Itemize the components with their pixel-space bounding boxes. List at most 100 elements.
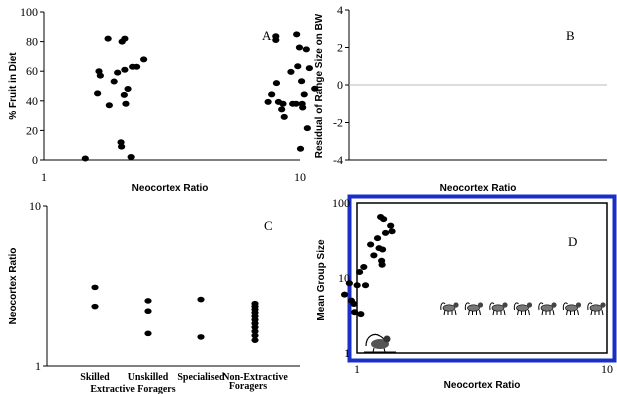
panel-b-y-label: Residual of Range Size on BW	[314, 13, 325, 158]
panel-b-data-point	[264, 98, 272, 105]
panel-b-data-point	[311, 85, 319, 92]
monkey-icon	[489, 302, 508, 316]
panel-d-data-point	[351, 309, 359, 316]
panel-d-x-label: Neocortex Ratio	[444, 380, 521, 391]
panel-b-data-point	[300, 91, 308, 98]
panel-d-data-point	[340, 291, 349, 298]
panel-d-y-tick-label: 1	[344, 346, 350, 360]
panel-a-y-tick-label: 60	[26, 64, 38, 78]
panel-a-data-point	[96, 72, 104, 79]
panel-a-data-point	[133, 63, 141, 70]
panel-d-data-point	[379, 216, 388, 223]
panel-d-data-point	[387, 222, 395, 229]
panel-a-data-point	[104, 35, 112, 42]
panel-d-y-label: Mean Group Size	[316, 239, 327, 321]
panel-d-y-tick-label: 100	[332, 196, 350, 210]
panel-d-data-point	[370, 252, 378, 259]
panel-b: -4 -2 0 2 4 B Neocortex Ratio Residual of Ra…	[264, 3, 607, 194]
panel-c-data-point	[251, 328, 259, 335]
panel-a-data-point	[81, 155, 89, 162]
panel-c-data-point	[251, 337, 259, 343]
panel-a-x-tick-label: 10	[294, 170, 306, 184]
panel-b-label: B	[566, 28, 575, 43]
panel-c-y-tick-label: 10	[29, 199, 41, 213]
panel-a-data-point	[120, 91, 128, 98]
panel-b-data-point	[295, 44, 304, 51]
panel-c-x-label: Extractive Foragers	[90, 384, 175, 394]
panel-c-data-point	[197, 334, 205, 340]
panel-a-y-tick-label: 100	[20, 5, 38, 19]
panel-a-data-point	[122, 100, 130, 107]
panel-c-category-label: Specialised	[177, 372, 225, 383]
panel-b-data-point	[293, 31, 301, 38]
panel-b-y-tick-label: -4	[333, 153, 343, 167]
panel-d-data-point	[379, 246, 387, 253]
panel-b-y-tick-label: 2	[337, 41, 343, 55]
panel-c: 1 10 Skilled Unskilled SpecialisedNon-Extra…	[8, 199, 300, 394]
panel-b-points	[264, 31, 319, 152]
panel-a-y-ticks: 0 20 40 60 80 100	[20, 5, 44, 167]
panel-a-data-point	[124, 85, 132, 92]
panel-b-data-point	[294, 63, 302, 70]
panel-b-data-point	[272, 33, 280, 40]
panel-a-points	[81, 35, 148, 162]
panel-c-data-point	[144, 308, 152, 315]
panel-c-label: C	[264, 218, 273, 233]
panel-a-data-point	[121, 66, 129, 73]
panel-a: 0 20 40 60 80 100 1 10 A Neocortex Ratio % Fru…	[8, 5, 306, 194]
panel-d-data-point	[357, 311, 365, 318]
panel-c-category-label: Skilled	[80, 372, 110, 383]
panel-a-data-point	[94, 90, 102, 97]
panel-a-x-label: Neocortex Ratio	[132, 183, 209, 194]
panel-d-data-point	[361, 282, 370, 289]
panel-d-data-point	[360, 264, 368, 271]
panel-b-y-tick-label: 0	[337, 78, 343, 92]
panel-d-data-point	[373, 235, 382, 242]
panel-d-data-point	[381, 229, 390, 236]
panel-b-data-point	[297, 78, 306, 85]
panel-a-y-tick-label: 20	[26, 123, 38, 137]
panel-a-data-point	[117, 139, 125, 146]
panel-d-label: D	[568, 234, 577, 249]
panel-b-y-tick-label: 4	[337, 3, 343, 17]
panel-a-y-tick-label: 80	[26, 35, 38, 49]
panel-a-x-tick-label: 1	[41, 170, 47, 184]
monkey-icon	[587, 302, 606, 316]
panel-b-x-label: Neocortex Ratio	[440, 183, 517, 194]
panel-b-data-point	[305, 65, 313, 72]
panel-d-data-point	[356, 269, 364, 276]
panel-d-x-tick-label: 10	[601, 362, 613, 376]
panel-b-data-point	[296, 145, 305, 152]
panel-d-blue-frame	[347, 194, 617, 363]
panel-a-y-label: % Fruit in Diet	[8, 52, 19, 120]
panel-a-data-point	[114, 69, 122, 76]
panel-d-data-point	[353, 282, 361, 289]
panel-c-data-point	[91, 284, 99, 291]
panel-b-data-point	[280, 113, 288, 120]
panel-d-plot-frame	[356, 202, 608, 354]
panel-b-data-point	[268, 91, 276, 98]
panel-a-x-ticks: 1 10	[41, 170, 306, 184]
panel-c-data-point	[251, 332, 259, 339]
panel-d-x-ticks: 1 10	[354, 362, 613, 376]
panel-c-data-point	[251, 324, 259, 330]
panel-d-data-point	[350, 301, 358, 308]
panel-b-data-point	[292, 100, 300, 107]
panel-c-x-label-2: Foragers	[229, 381, 267, 392]
panel-a-label: A	[262, 28, 272, 43]
panel-b-y-tick-label: -2	[333, 116, 343, 130]
panel-b-data-point	[303, 125, 311, 132]
panel-c-data-point	[91, 303, 99, 310]
panel-a-data-point	[127, 154, 135, 161]
panel-c-y-label: Neocortex Ratio	[8, 248, 19, 325]
panel-b-data-point	[272, 80, 281, 87]
panel-c-data-point	[144, 330, 152, 337]
panel-d-points	[340, 214, 396, 318]
panel-b-data-point	[302, 46, 310, 53]
panel-d-data-point	[345, 280, 353, 287]
panel-a-y-tick-label: 0	[32, 153, 38, 167]
panel-a-data-point	[121, 35, 129, 42]
panel-c-data-point	[251, 320, 259, 327]
